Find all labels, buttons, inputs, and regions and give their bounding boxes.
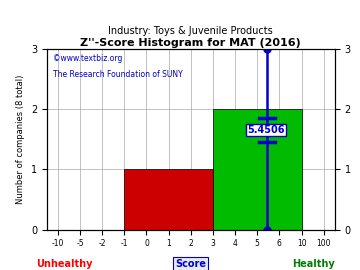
Text: Industry: Toys & Juvenile Products: Industry: Toys & Juvenile Products	[108, 26, 273, 36]
Title: Z''-Score Histogram for MAT (2016): Z''-Score Histogram for MAT (2016)	[80, 38, 301, 48]
Bar	[124, 169, 213, 230]
Bar	[213, 109, 302, 230]
Text: Healthy: Healthy	[292, 259, 334, 269]
Text: 5.4506: 5.4506	[247, 125, 285, 135]
Y-axis label: Number of companies (8 total): Number of companies (8 total)	[16, 74, 25, 204]
Text: Unhealthy: Unhealthy	[37, 259, 93, 269]
Text: The Research Foundation of SUNY: The Research Foundation of SUNY	[53, 70, 182, 79]
Text: Score: Score	[175, 259, 206, 269]
Text: ©www.textbiz.org: ©www.textbiz.org	[53, 54, 122, 63]
